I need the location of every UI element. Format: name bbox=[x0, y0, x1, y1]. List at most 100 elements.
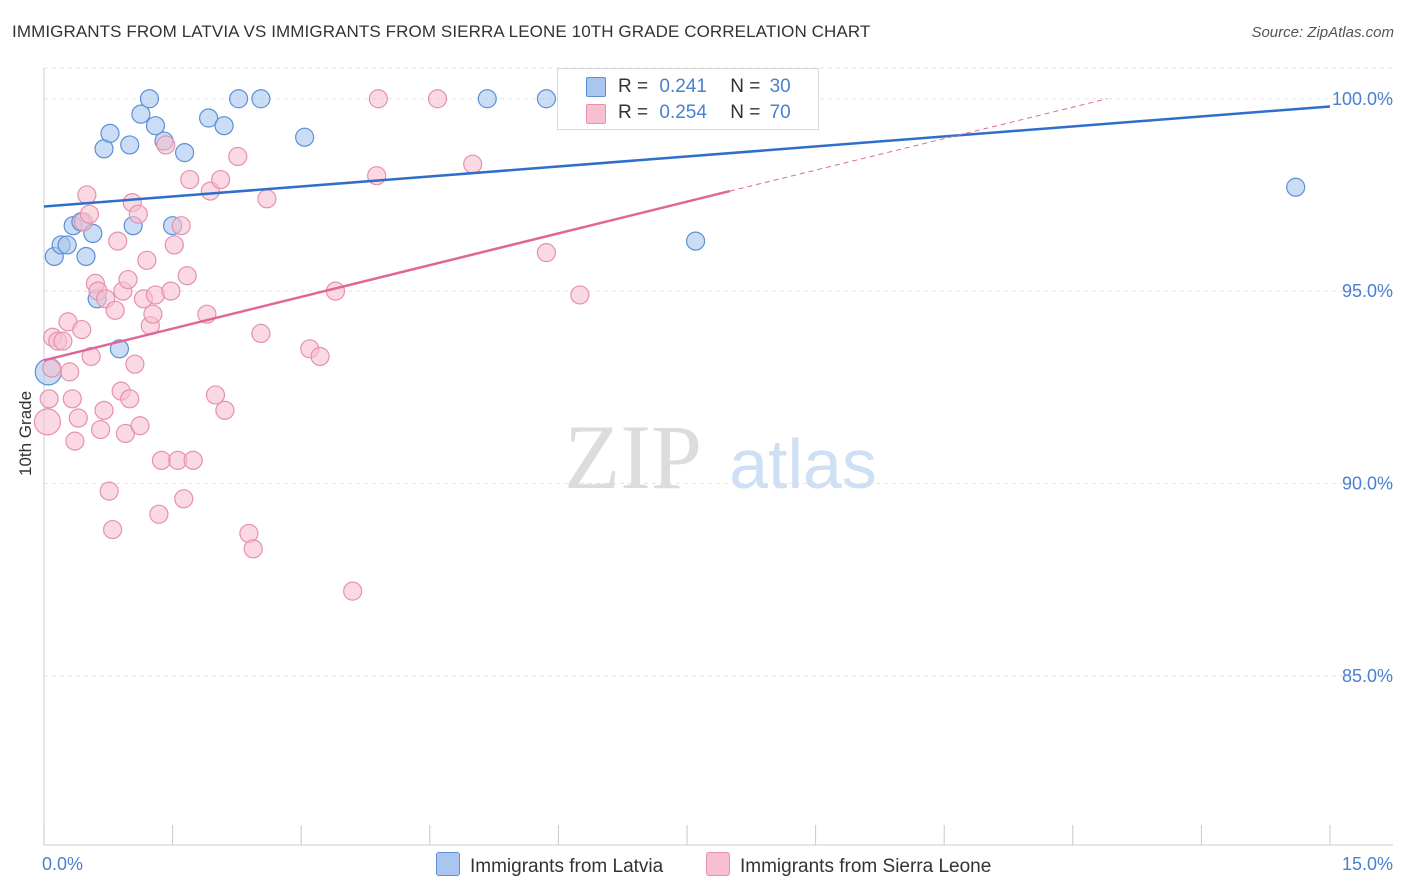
sierra-leone-point bbox=[65, 431, 85, 451]
series-label-sierra-leone: Immigrants from Sierra Leone bbox=[740, 856, 992, 877]
latvia-point bbox=[131, 104, 151, 124]
legend-n-value-latvia: 30 bbox=[769, 76, 791, 97]
y-axis-label: 10th Grade bbox=[16, 390, 35, 476]
sierra-leone-point bbox=[128, 204, 148, 224]
sierra-leone-point bbox=[68, 408, 88, 428]
sierra-leone-point bbox=[90, 419, 111, 440]
sierra-leone-point bbox=[125, 354, 145, 374]
sierra-leone-point bbox=[156, 135, 176, 155]
sierra-leone-point bbox=[120, 389, 140, 409]
latvia-point bbox=[295, 127, 315, 147]
sierra-leone-point bbox=[215, 400, 235, 420]
latvia-point bbox=[145, 116, 166, 136]
sierra-leone-point bbox=[102, 519, 123, 540]
sierra-leone-point bbox=[33, 408, 62, 436]
sierra-leone-point bbox=[180, 169, 200, 190]
sierra-leone-point bbox=[62, 389, 82, 409]
watermark-zip: ZIP bbox=[564, 406, 702, 508]
sierra-leone-point bbox=[118, 269, 138, 290]
latvia-point bbox=[477, 89, 497, 109]
series-legend-latvia: Immigrants from Latvia bbox=[436, 852, 663, 878]
sierra-leone-trendline bbox=[43, 189, 731, 362]
series-swatch-sierra-leone bbox=[706, 852, 730, 876]
sierra-leone-point bbox=[343, 581, 363, 601]
latvia-trendline bbox=[43, 105, 1331, 208]
sierra-leone-point bbox=[251, 323, 271, 344]
latvia-point bbox=[76, 246, 96, 267]
legend-r-label: R = bbox=[618, 102, 649, 123]
latvia-point bbox=[251, 89, 271, 109]
watermark: ZIP atlas bbox=[564, 406, 877, 508]
latvia-point bbox=[175, 143, 195, 163]
y-tick-label: 95.0% bbox=[1342, 281, 1393, 301]
legend-r-value-sierra-leone: 0.254 bbox=[659, 102, 707, 123]
sierra-leone-point bbox=[143, 304, 163, 324]
sierra-leone-point bbox=[570, 285, 590, 305]
y-tick-label: 85.0% bbox=[1342, 666, 1393, 686]
sierra-leone-point bbox=[243, 539, 263, 559]
latvia-point bbox=[536, 89, 556, 109]
latvia-point bbox=[199, 108, 219, 128]
sierra-leone-point bbox=[427, 89, 448, 109]
latvia-point bbox=[109, 339, 130, 359]
legend-r-value-latvia: 0.241 bbox=[659, 76, 707, 97]
sierra-leone-trendline-extension bbox=[729, 98, 1108, 192]
sierra-leone-point bbox=[79, 204, 100, 224]
sierra-leone-point bbox=[257, 189, 277, 209]
stats-legend: R = 0.241 N = 30 R = 0.254 N = 70 bbox=[557, 68, 819, 130]
legend-n-label: N = bbox=[730, 76, 761, 97]
latvia-point bbox=[120, 135, 140, 155]
tick-labels: 100.0% 95.0% 90.0% 85.0% 0.0% 15.0% bbox=[42, 89, 1393, 874]
series-legend-sierra-leone: Immigrants from Sierra Leone bbox=[706, 852, 991, 878]
sierra-leone-point bbox=[205, 385, 226, 405]
sierra-leone-point bbox=[183, 450, 203, 470]
sierra-leone-point bbox=[228, 146, 248, 167]
latvia-point bbox=[57, 235, 77, 255]
sierra-leone-point bbox=[174, 489, 194, 509]
legend-n-label: N = bbox=[730, 102, 761, 123]
legend-swatch-latvia bbox=[586, 77, 606, 97]
sierra-leone-point bbox=[177, 266, 197, 286]
latvia-point bbox=[229, 89, 249, 109]
legend-swatch-sierra-leone bbox=[586, 104, 606, 124]
legend-row-sierra-leone: R = 0.254 N = 70 bbox=[618, 102, 791, 124]
sierra-leone-point bbox=[39, 389, 59, 409]
sierra-leone-point bbox=[161, 281, 181, 301]
legend-n-value-sierra-leone: 70 bbox=[769, 102, 791, 123]
series-label-latvia: Immigrants from Latvia bbox=[470, 856, 664, 877]
series-swatch-latvia bbox=[436, 852, 460, 876]
watermark-atlas: atlas bbox=[729, 425, 877, 503]
sierra-leone-point bbox=[72, 319, 92, 340]
trendlines bbox=[43, 98, 1331, 362]
source-credit: Source: ZipAtlas.com bbox=[1251, 24, 1394, 41]
x-tick-label: 15.0% bbox=[1342, 854, 1393, 874]
latvia-point bbox=[685, 231, 706, 251]
sierra-leone-point bbox=[137, 250, 157, 270]
sierra-leone-point bbox=[171, 216, 191, 236]
axes bbox=[43, 68, 1393, 846]
sierra-leone-point bbox=[99, 481, 119, 501]
sierra-leone-point bbox=[94, 400, 114, 420]
sierra-leone-point bbox=[211, 169, 231, 190]
sierra-leone-point bbox=[368, 89, 388, 109]
sierra-leone-point bbox=[105, 300, 125, 320]
sierra-leone-point bbox=[108, 231, 128, 251]
chart-title: IMMIGRANTS FROM LATVIA VS IMMIGRANTS FRO… bbox=[12, 22, 871, 41]
sierra-leone-point bbox=[536, 243, 556, 263]
sierra-leone-point bbox=[60, 362, 80, 382]
x-tick-label: 0.0% bbox=[42, 854, 83, 874]
legend-r-label: R = bbox=[618, 76, 649, 97]
sierra-leone-point bbox=[77, 185, 97, 205]
sierra-leone-point bbox=[164, 235, 184, 255]
latvia-point bbox=[214, 116, 234, 136]
sierra-leone-point bbox=[53, 331, 73, 351]
latvia-point bbox=[100, 123, 120, 143]
sierra-leone-point bbox=[151, 450, 172, 470]
sierra-leone-point bbox=[310, 346, 330, 367]
y-tick-label: 100.0% bbox=[1332, 89, 1393, 109]
latvia-point bbox=[139, 89, 160, 109]
y-tick-label: 90.0% bbox=[1342, 473, 1393, 493]
legend-row-latvia: R = 0.241 N = 30 bbox=[618, 76, 791, 98]
data-points bbox=[33, 89, 1306, 601]
